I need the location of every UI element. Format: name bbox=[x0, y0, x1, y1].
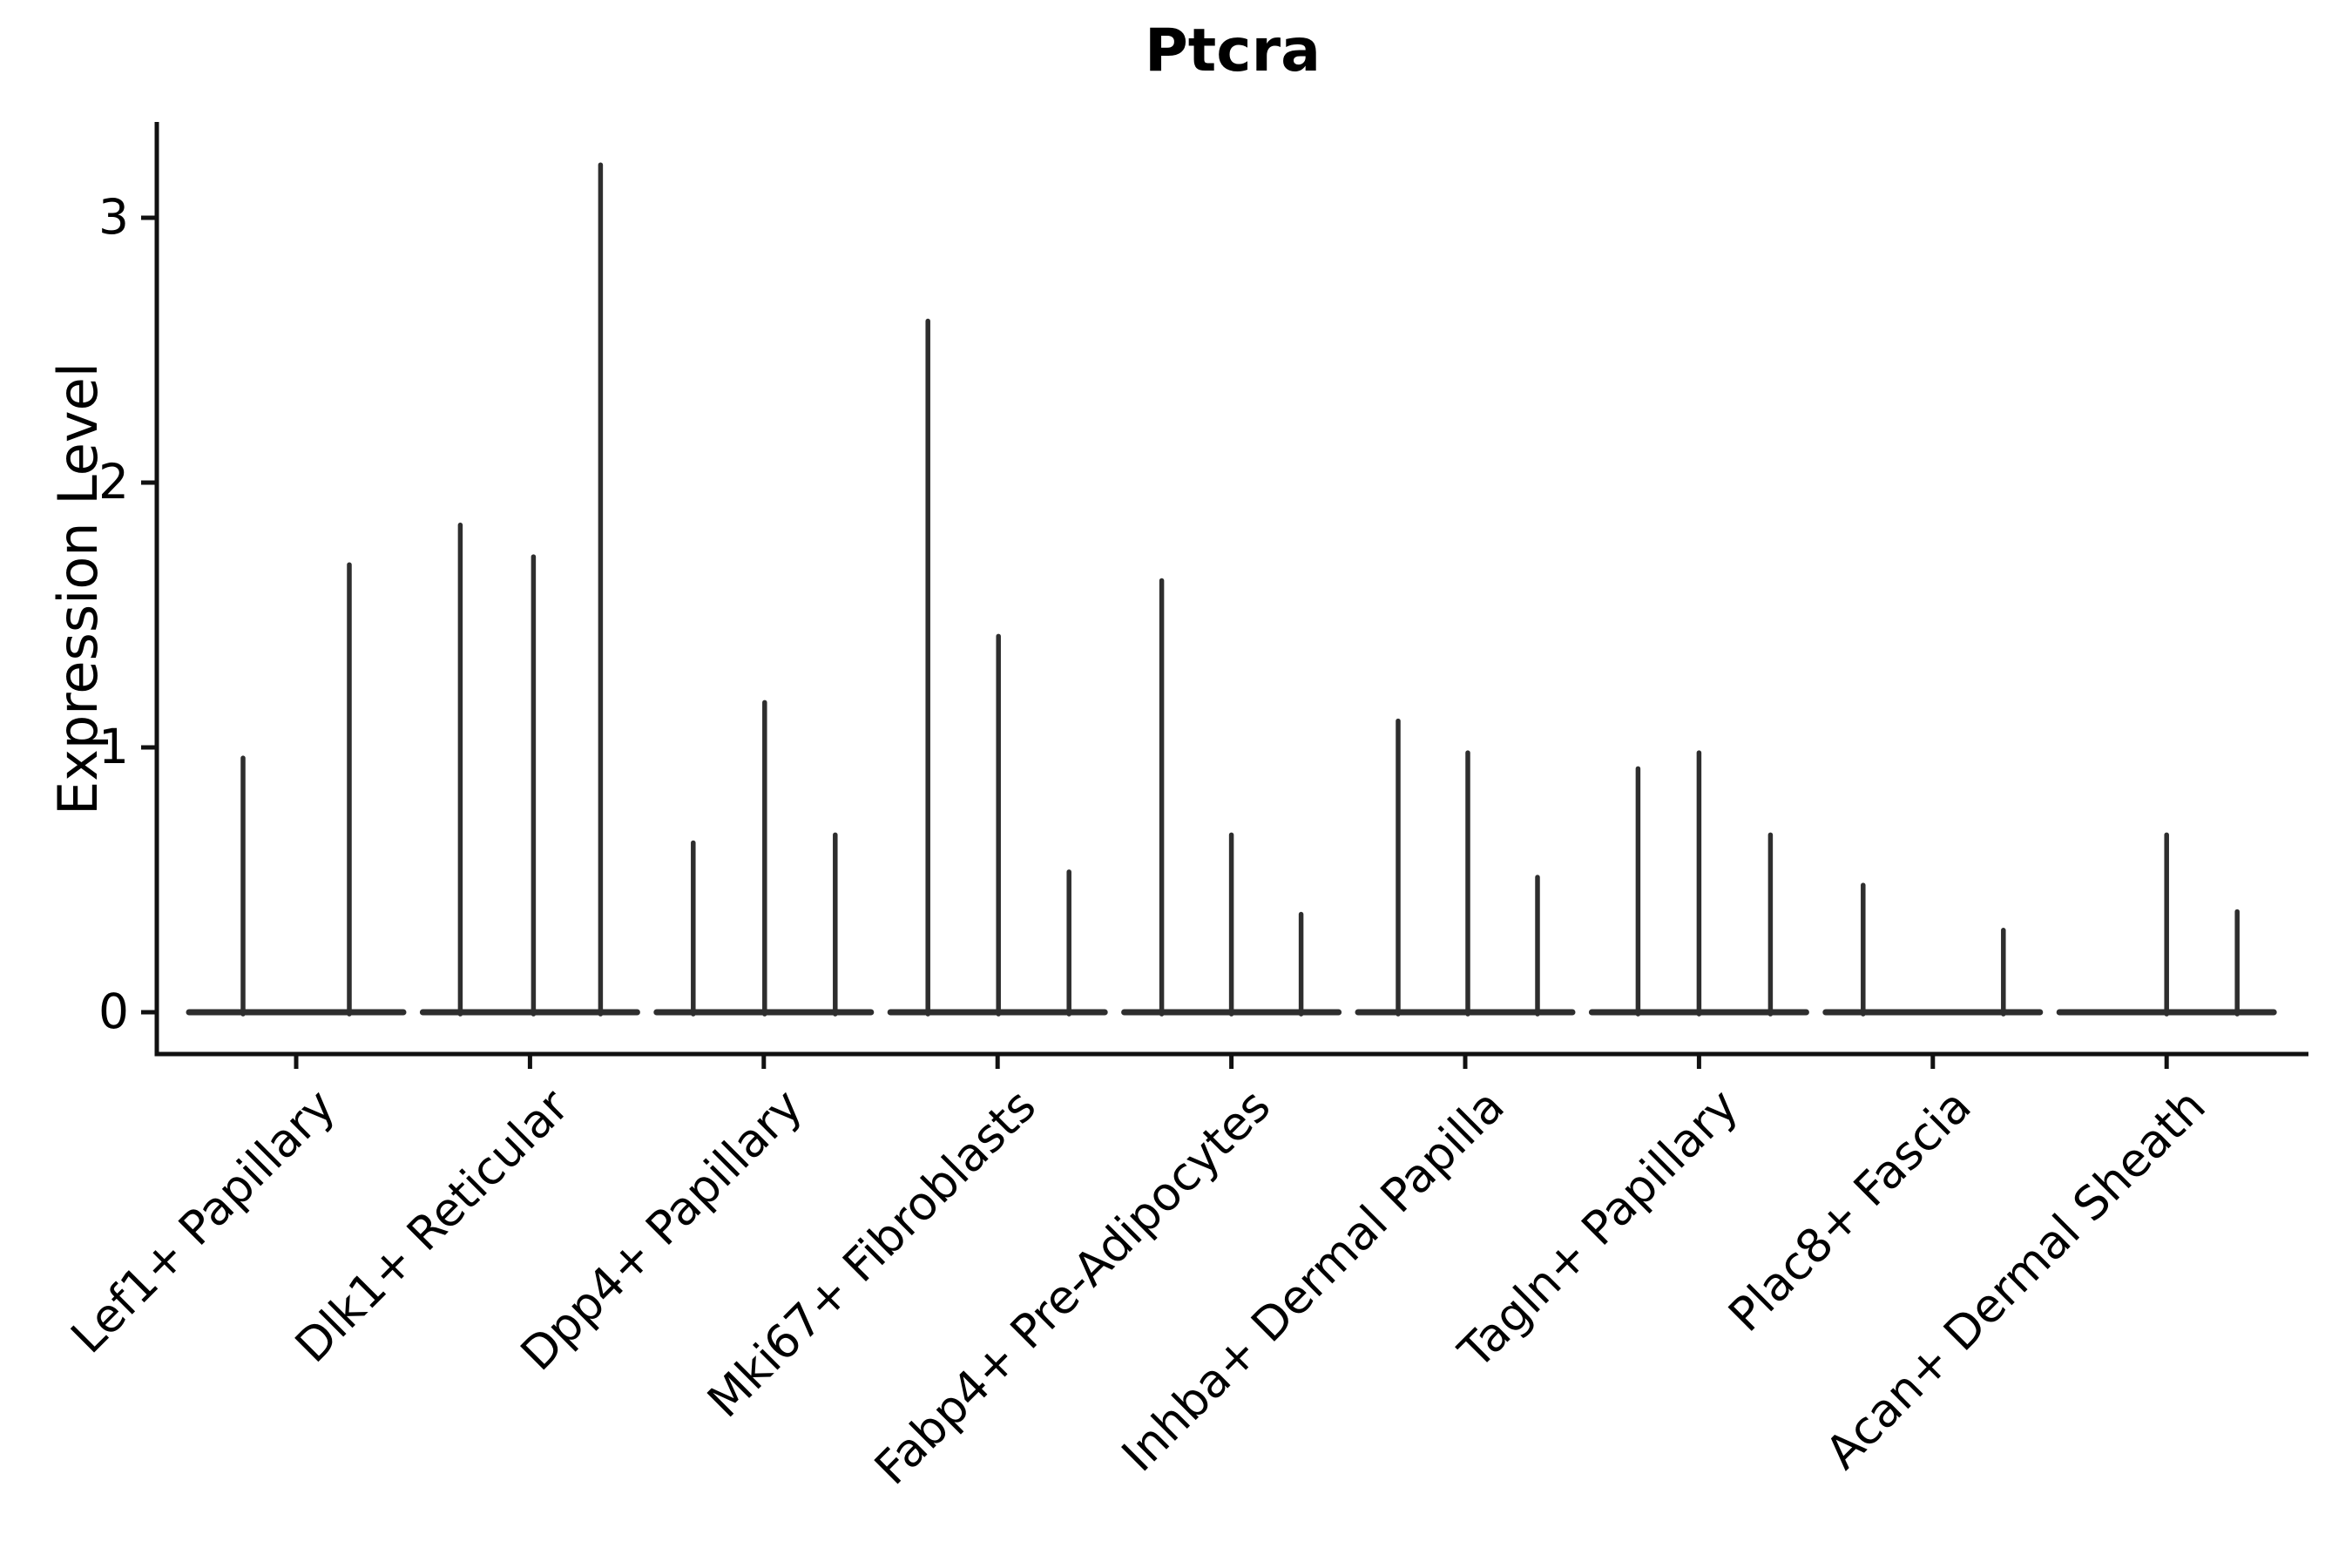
chart-title: Ptcra bbox=[1144, 17, 1321, 85]
y-tick-label: 3 bbox=[98, 189, 129, 245]
y-tick-label: 0 bbox=[98, 983, 129, 1039]
y-tick-label: 2 bbox=[98, 454, 129, 510]
y-tick-label: 1 bbox=[98, 719, 129, 774]
